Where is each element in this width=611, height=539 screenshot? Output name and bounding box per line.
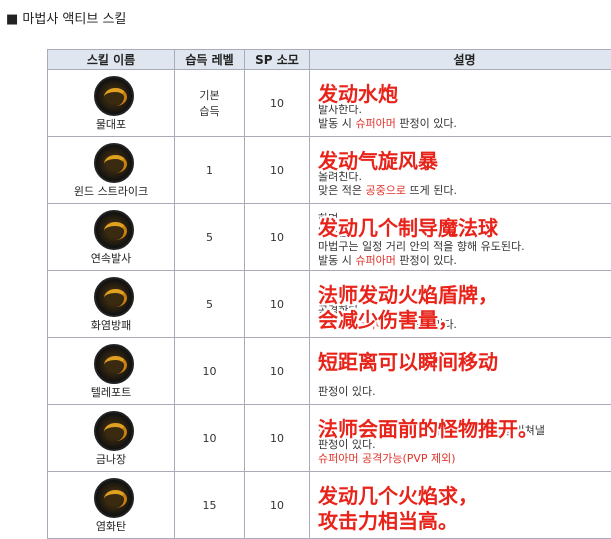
skill-name: 염화탄	[95, 520, 127, 533]
level-cell: 기본 습득	[175, 70, 245, 137]
description-line: 대상을 잡아 끌어서 강하게 밀쳐낸다. 적을 밀쳐낼	[318, 422, 545, 438]
skill-icon	[94, 411, 134, 451]
skill-icon	[94, 76, 134, 116]
skill-icon	[94, 277, 134, 317]
skill-cell: 물대포	[48, 70, 175, 137]
skill-icon	[94, 143, 134, 183]
description-text: 공중으로	[365, 184, 406, 197]
level-cell: 1	[175, 137, 245, 204]
description-text: 마법구는 일정 거리 안의 적을 향해 유도된다.	[318, 240, 525, 253]
sp-cell: 10	[245, 70, 310, 137]
description-text: 하며	[318, 212, 339, 225]
description-cell: 판정이 있다. 短距离可以瞬间移动	[310, 338, 611, 405]
skill-cell: 연속발사	[48, 204, 175, 271]
table-border	[47, 49, 611, 50]
level-cell: 10	[175, 338, 245, 405]
sp-cell: 10	[245, 338, 310, 405]
skill-name: 텔레포트	[90, 386, 132, 399]
skill-icon	[94, 478, 134, 518]
column-header: 스킬 이름	[48, 50, 175, 70]
skill-icon	[94, 210, 134, 250]
overlay-caption: 攻击力相当高。	[318, 509, 458, 533]
description-text: 슈퍼아머	[355, 318, 396, 331]
skill-icon	[94, 344, 134, 384]
description-cell: 공격한다. 발동 시 슈퍼아머 판정이 있다. 法师发动火焰盾牌， 会减少伤害量，	[310, 271, 611, 338]
column-header: SP 소모	[245, 50, 310, 70]
sp-cell: 10	[245, 472, 310, 539]
description-cell: 발사한다. 발동 시 슈퍼아머 판정이 있다. 发动水炮	[310, 70, 611, 137]
table-border	[47, 49, 48, 539]
skill-cell: 금나장	[48, 405, 175, 472]
skill-name: 물대포	[95, 118, 127, 131]
description-line: 발사한다.	[318, 101, 362, 117]
skill-name: 윈드 스트라이크	[73, 185, 149, 198]
description-line: 발동 시 슈퍼아머 판정이 있다.	[318, 115, 457, 131]
description-text: 발동 시	[318, 318, 356, 331]
description-line: 발동 시 슈퍼아머 판정이 있다.	[318, 316, 457, 332]
column-header: 습득 레벨	[175, 50, 245, 70]
description-text: 올려친다.	[318, 170, 362, 183]
skill-name: 금나장	[95, 453, 127, 466]
skill-cell: 염화탄	[48, 472, 175, 539]
description-text: 슈퍼아머	[355, 254, 396, 267]
overlay-caption: 发动几个制导魔法球	[318, 216, 498, 240]
description-cell: 发动几个火焰求， 攻击力相当高。	[310, 472, 611, 539]
description-line: 슈퍼아머 공격가능(PVP 제외)	[318, 450, 456, 466]
description-text: 슈퍼아머 공격가능(PVP 제외)	[318, 452, 456, 465]
description-line: 마법구는 일정 거리 안의 적을 향해 유도된다.	[318, 238, 525, 254]
description-line: 하며	[318, 210, 338, 226]
overlay-caption: 发动气旋风暴	[318, 149, 438, 173]
overlay-caption: 发动几个火焰求，	[318, 484, 478, 508]
description-text: 발사한다.	[318, 103, 362, 116]
column-header: 설명	[310, 50, 611, 70]
level-cell: 5	[175, 271, 245, 338]
overlay-caption: 会减少伤害量，	[318, 308, 458, 332]
sp-cell: 10	[245, 271, 310, 338]
description-line: 발동 시 슈퍼아머 판정이 있다.	[318, 252, 457, 268]
overlay-caption: 法师发动火焰盾牌，	[318, 283, 498, 307]
description-line: 맞은 적은 공중으로 뜨게 된다.	[318, 182, 457, 198]
description-text: 맞은 적은	[318, 184, 366, 197]
description-line: 발사한다.	[318, 224, 362, 240]
description-text: 발사한다.	[318, 226, 362, 239]
overlay-caption: 法师会面前的怪物推开。	[318, 417, 538, 441]
overlay-caption: 短距离可以瞬间移动	[318, 350, 498, 374]
sp-cell: 10	[245, 405, 310, 472]
description-cell: 하며 발사한다. 마법구는 일정 거리 안의 적을 향해 유도된다. 발동 시 슈퍼아…	[310, 204, 611, 271]
overlay-caption: 发动水炮	[318, 82, 398, 106]
sp-cell: 10	[245, 137, 310, 204]
description-text: 공격한다.	[318, 304, 362, 317]
description-text: 판정이 있다.	[318, 385, 376, 398]
description-text: 판정이 있다.	[318, 438, 376, 451]
description-text: 판정이 있다.	[395, 254, 457, 267]
description-line: 공격한다.	[318, 302, 362, 318]
skill-cell: 텔레포트	[48, 338, 175, 405]
description-line: 판정이 있다.	[318, 383, 376, 399]
description-text: 발동 시	[318, 254, 356, 267]
description-cell: 대상을 잡아 끌어서 강하게 밀쳐낸다. 적을 밀쳐낼 판정이 있다. 슈퍼아머 공…	[310, 405, 611, 472]
level-cell: 15	[175, 472, 245, 539]
skill-cell: 화염방패	[48, 271, 175, 338]
description-cell: 올려친다. 맞은 적은 공중으로 뜨게 된다. 发动气旋风暴	[310, 137, 611, 204]
description-text: 판정이 있다.	[395, 318, 457, 331]
skill-name: 연속발사	[90, 252, 132, 265]
sp-cell: 10	[245, 204, 310, 271]
description-text: 뜨게 된다.	[405, 184, 457, 197]
description-text: 대상을 잡아 끌어서 강하게 밀쳐낸다. 적을 밀쳐낼	[318, 424, 545, 437]
description-line: 판정이 있다.	[318, 436, 376, 452]
description-text: 발동 시	[318, 117, 356, 130]
description-line: 올려친다.	[318, 168, 362, 184]
skill-name: 화염방패	[90, 319, 132, 332]
description-text: 슈퍼아머	[355, 117, 396, 130]
level-cell: 10	[175, 405, 245, 472]
section-title: ■ 마법사 액티브 스킬	[6, 12, 127, 27]
skill-cell: 윈드 스트라이크	[48, 137, 175, 204]
description-text: 판정이 있다.	[395, 117, 457, 130]
level-cell: 5	[175, 204, 245, 271]
